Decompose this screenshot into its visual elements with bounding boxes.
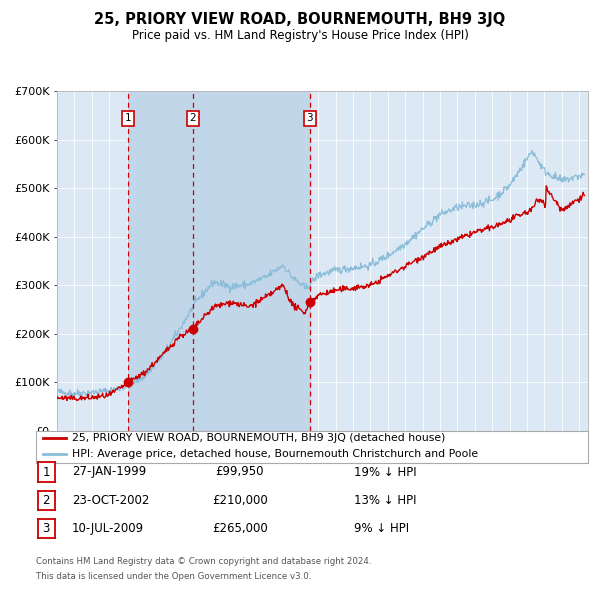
Text: 1: 1 — [125, 113, 131, 123]
Text: 25, PRIORY VIEW ROAD, BOURNEMOUTH, BH9 3JQ: 25, PRIORY VIEW ROAD, BOURNEMOUTH, BH9 3… — [94, 12, 506, 27]
Bar — [193, 91, 310, 431]
Text: Contains HM Land Registry data © Crown copyright and database right 2024.: Contains HM Land Registry data © Crown c… — [36, 558, 371, 566]
Text: 27-JAN-1999: 27-JAN-1999 — [72, 466, 146, 478]
Text: This data is licensed under the Open Government Licence v3.0.: This data is licensed under the Open Gov… — [36, 572, 311, 581]
Text: 10-JUL-2009: 10-JUL-2009 — [72, 522, 144, 535]
Text: Price paid vs. HM Land Registry's House Price Index (HPI): Price paid vs. HM Land Registry's House … — [131, 30, 469, 42]
Bar — [128, 91, 193, 431]
Text: 25, PRIORY VIEW ROAD, BOURNEMOUTH, BH9 3JQ (detached house): 25, PRIORY VIEW ROAD, BOURNEMOUTH, BH9 3… — [72, 434, 445, 444]
Text: £265,000: £265,000 — [212, 522, 268, 535]
Text: 2: 2 — [190, 113, 196, 123]
Text: £210,000: £210,000 — [212, 494, 268, 507]
Text: 9% ↓ HPI: 9% ↓ HPI — [354, 522, 409, 535]
Text: 2: 2 — [43, 494, 50, 507]
Text: HPI: Average price, detached house, Bournemouth Christchurch and Poole: HPI: Average price, detached house, Bour… — [72, 449, 478, 459]
Text: 13% ↓ HPI: 13% ↓ HPI — [354, 494, 416, 507]
Text: 3: 3 — [307, 113, 313, 123]
Text: 19% ↓ HPI: 19% ↓ HPI — [354, 466, 416, 478]
Text: 23-OCT-2002: 23-OCT-2002 — [72, 494, 149, 507]
Text: 3: 3 — [43, 522, 50, 535]
Text: 1: 1 — [43, 466, 50, 478]
Text: £99,950: £99,950 — [216, 466, 264, 478]
